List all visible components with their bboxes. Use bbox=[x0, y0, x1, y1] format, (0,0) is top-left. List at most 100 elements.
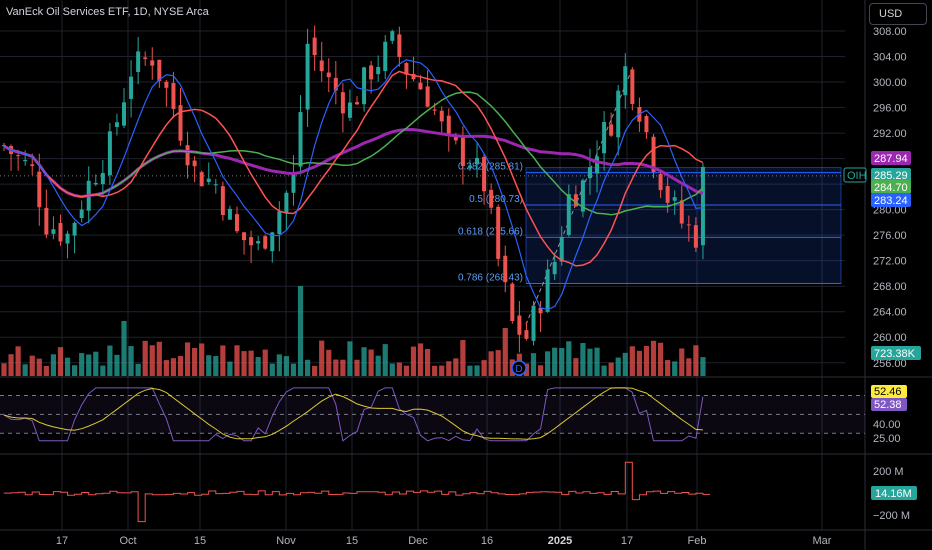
candle-body bbox=[65, 233, 70, 244]
candle-body bbox=[298, 112, 303, 167]
candle-body bbox=[72, 222, 77, 236]
volume-bar bbox=[36, 358, 42, 376]
candle-body bbox=[107, 131, 112, 176]
candle-body bbox=[16, 155, 21, 157]
candle-body bbox=[658, 174, 663, 191]
candle-body bbox=[665, 186, 670, 203]
price-badge bbox=[871, 151, 911, 165]
candle-body bbox=[100, 173, 105, 185]
candle-body bbox=[686, 224, 691, 226]
time-axis-label: Mar bbox=[813, 535, 832, 547]
price-axis-label: 308.00 bbox=[873, 26, 907, 38]
volume-bar bbox=[326, 349, 332, 376]
volume-bar bbox=[425, 348, 431, 376]
candle-body bbox=[192, 160, 197, 167]
volume-bar bbox=[192, 348, 198, 376]
volume-bar bbox=[657, 342, 664, 376]
volume-bar bbox=[502, 328, 508, 376]
candle-body bbox=[44, 207, 49, 235]
candle-body bbox=[256, 240, 261, 244]
candle-body bbox=[595, 156, 600, 174]
candle-body bbox=[305, 43, 310, 110]
candle-body bbox=[700, 166, 705, 246]
candle-body bbox=[58, 223, 63, 242]
volume-bar bbox=[601, 365, 607, 376]
volume-bar bbox=[220, 345, 226, 376]
candle-body bbox=[23, 159, 28, 162]
candle-body bbox=[559, 236, 564, 262]
candle-body bbox=[129, 76, 134, 99]
candle-body bbox=[326, 72, 331, 78]
volume-bar bbox=[156, 341, 162, 376]
volume-bar bbox=[227, 361, 233, 376]
candle-body bbox=[355, 102, 359, 105]
rsi-badge-value: 52.38 bbox=[874, 399, 902, 411]
candle-body bbox=[340, 92, 345, 114]
volume-bar bbox=[72, 365, 78, 376]
candle-body bbox=[651, 136, 656, 172]
volume-bar bbox=[269, 363, 275, 376]
volume-bar bbox=[354, 359, 360, 376]
volume-bar bbox=[361, 347, 367, 376]
candle-body bbox=[482, 156, 487, 192]
volume-bar bbox=[396, 362, 402, 376]
volume-bar bbox=[495, 350, 501, 376]
volume-bar bbox=[650, 340, 657, 376]
volume-bar bbox=[1, 363, 7, 376]
volume-bar bbox=[107, 345, 113, 376]
candle-body bbox=[439, 110, 444, 122]
candle-body bbox=[178, 105, 183, 141]
volume-bar bbox=[333, 359, 339, 376]
chart-title: VanEck Oil Services ETF, 1D, NYSE Arca bbox=[6, 6, 209, 18]
candle-body bbox=[693, 225, 698, 248]
candle-body bbox=[30, 164, 35, 166]
time-axis-label: 16 bbox=[481, 535, 493, 547]
volume-bar bbox=[474, 365, 480, 376]
candle-body bbox=[432, 109, 437, 111]
ma-mid-line bbox=[3, 70, 704, 267]
volume-bar bbox=[276, 354, 282, 376]
currency-selector[interactable]: USD bbox=[869, 3, 927, 25]
fib-level-label: 0.5 (280.73) bbox=[469, 194, 523, 205]
price-axis-label: 296.00 bbox=[873, 103, 907, 115]
volume-bar bbox=[170, 358, 177, 376]
candle-body bbox=[623, 66, 628, 96]
candle-body bbox=[347, 102, 352, 118]
rsi-ma-line bbox=[3, 387, 703, 440]
candle-body bbox=[616, 90, 621, 138]
time-axis-label: 15 bbox=[346, 535, 358, 547]
candle-body bbox=[312, 37, 317, 56]
candle-body bbox=[672, 197, 677, 201]
volume-bar bbox=[488, 351, 494, 376]
volume-bar bbox=[686, 358, 692, 376]
candle-body bbox=[630, 69, 635, 104]
price-badge-value: 283.24 bbox=[874, 195, 908, 207]
volume-bar bbox=[700, 357, 706, 376]
candle-body bbox=[185, 145, 190, 166]
volume-bar bbox=[213, 356, 219, 376]
volume-bar bbox=[184, 342, 191, 376]
volume-bar bbox=[142, 340, 148, 376]
volume-bar bbox=[149, 345, 155, 376]
ma-slow-line bbox=[3, 91, 704, 216]
volume-bars bbox=[1, 286, 706, 376]
volume-bar bbox=[312, 365, 318, 376]
candle-body bbox=[418, 82, 423, 90]
candle-body bbox=[587, 167, 592, 179]
volume-bar bbox=[375, 355, 381, 376]
volume-bar bbox=[241, 351, 247, 376]
price-axis-label: 268.00 bbox=[873, 281, 907, 293]
fib-level-label: 0.382 (285.81) bbox=[458, 162, 523, 173]
volume-bar bbox=[615, 357, 621, 376]
volume-badge-value: 723.38K bbox=[874, 348, 916, 360]
candle-body bbox=[489, 189, 494, 208]
volume-bar bbox=[135, 363, 141, 376]
volume-bar bbox=[128, 346, 134, 376]
candle-body bbox=[369, 65, 374, 80]
volume-bar bbox=[15, 346, 21, 376]
price-badge-value: 284.70 bbox=[874, 182, 908, 194]
volume-bar bbox=[608, 362, 614, 376]
ma-fast-line bbox=[3, 59, 703, 311]
